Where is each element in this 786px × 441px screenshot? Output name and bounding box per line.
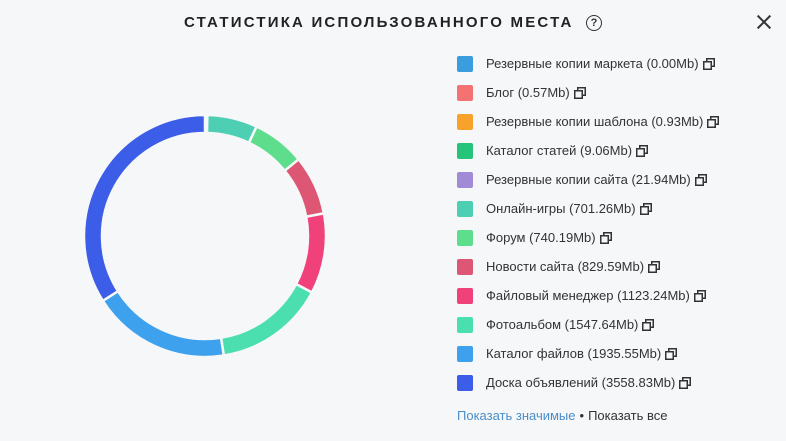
donut-slice[interactable]	[82, 113, 207, 303]
copy-icon[interactable]	[679, 376, 692, 389]
donut-slice[interactable]	[294, 211, 328, 295]
legend-swatch	[457, 374, 473, 391]
donut-slice[interactable]	[205, 113, 259, 145]
legend-item: Новости сайта (829.59Mb)	[457, 252, 719, 281]
donut-chart	[82, 113, 328, 359]
legend-swatch	[457, 142, 473, 159]
copy-icon[interactable]	[636, 144, 649, 157]
legend-item: Файловый менеджер (1123.24Mb)	[457, 281, 719, 310]
legend-swatch	[457, 316, 473, 333]
legend-label: Резервные копии маркета (0.00Mb)	[486, 56, 699, 71]
legend-label: Резервные копии сайта (21.94Mb)	[486, 172, 691, 187]
show-all-link[interactable]: Показать все	[588, 408, 668, 423]
legend-item: Форум (740.19Mb)	[457, 223, 719, 252]
legend-swatch	[457, 55, 473, 72]
legend-item: Онлайн-игры (701.26Mb)	[457, 194, 719, 223]
legend-swatch	[457, 345, 473, 362]
legend-swatch	[457, 200, 473, 217]
legend-item: Блог (0.57Mb)	[457, 78, 719, 107]
legend-swatch	[457, 84, 473, 101]
copy-icon[interactable]	[639, 202, 652, 215]
legend-label: Форум (740.19Mb)	[486, 230, 596, 245]
legend-swatch	[457, 229, 473, 246]
legend-swatch	[457, 171, 473, 188]
copy-icon[interactable]	[642, 318, 655, 331]
legend-item: Резервные копии шаблона (0.93Mb)	[457, 107, 720, 136]
copy-icon[interactable]	[599, 231, 612, 244]
legend-swatch	[457, 113, 473, 130]
legend-item: Доска объявлений (3558.83Mb)	[457, 368, 719, 397]
donut-slice[interactable]	[101, 289, 226, 359]
close-icon[interactable]	[754, 12, 774, 32]
donut-slice[interactable]	[219, 282, 314, 357]
donut-slice[interactable]	[282, 157, 326, 219]
copy-icon[interactable]	[665, 347, 678, 360]
legend-item: Резервные копии маркета (0.00Mb)	[457, 49, 719, 78]
legend-item: Фотоальбом (1547.64Mb)	[457, 310, 719, 339]
copy-icon[interactable]	[573, 86, 586, 99]
legend-item: Каталог файлов (1935.55Mb)	[457, 339, 719, 368]
legend-swatch	[457, 258, 473, 275]
dialog-title: СТАТИСТИКА ИСПОЛЬЗОВАННОГО МЕСТА	[183, 14, 574, 31]
copy-icon[interactable]	[648, 260, 661, 273]
legend-item: Резервные копии сайта (21.94Mb)	[457, 165, 719, 194]
legend-item: Каталог статей (9.06Mb)	[457, 136, 719, 165]
separator: •	[579, 408, 585, 423]
legend-label: Новости сайта (829.59Mb)	[486, 259, 645, 274]
copy-icon[interactable]	[702, 57, 715, 70]
filter-links: Показать значимые • Показать все	[457, 408, 667, 423]
copy-icon[interactable]	[707, 115, 720, 128]
copy-icon[interactable]	[693, 289, 706, 302]
show-significant-link[interactable]: Показать значимые	[457, 408, 576, 423]
legend-label: Фотоальбом (1547.64Mb)	[486, 317, 639, 332]
legend-label: Блог (0.57Mb)	[486, 85, 570, 100]
legend-label: Онлайн-игры (701.26Mb)	[486, 201, 636, 216]
legend-swatch	[457, 287, 473, 304]
legend-label: Каталог файлов (1935.55Mb)	[486, 346, 662, 361]
copy-icon[interactable]	[694, 173, 707, 186]
legend-label: Резервные копии шаблона (0.93Mb)	[486, 114, 704, 129]
help-icon[interactable]: ?	[586, 15, 602, 31]
legend-label: Доска объявлений (3558.83Mb)	[486, 375, 676, 390]
legend-label: Файловый менеджер (1123.24Mb)	[486, 288, 690, 303]
legend: Резервные копии маркета (0.00Mb) Блог (0.…	[457, 49, 720, 397]
legend-label: Каталог статей (9.06Mb)	[486, 143, 633, 158]
dialog-header: СТАТИСТИКА ИСПОЛЬЗОВАННОГО МЕСТА ?	[0, 10, 786, 36]
